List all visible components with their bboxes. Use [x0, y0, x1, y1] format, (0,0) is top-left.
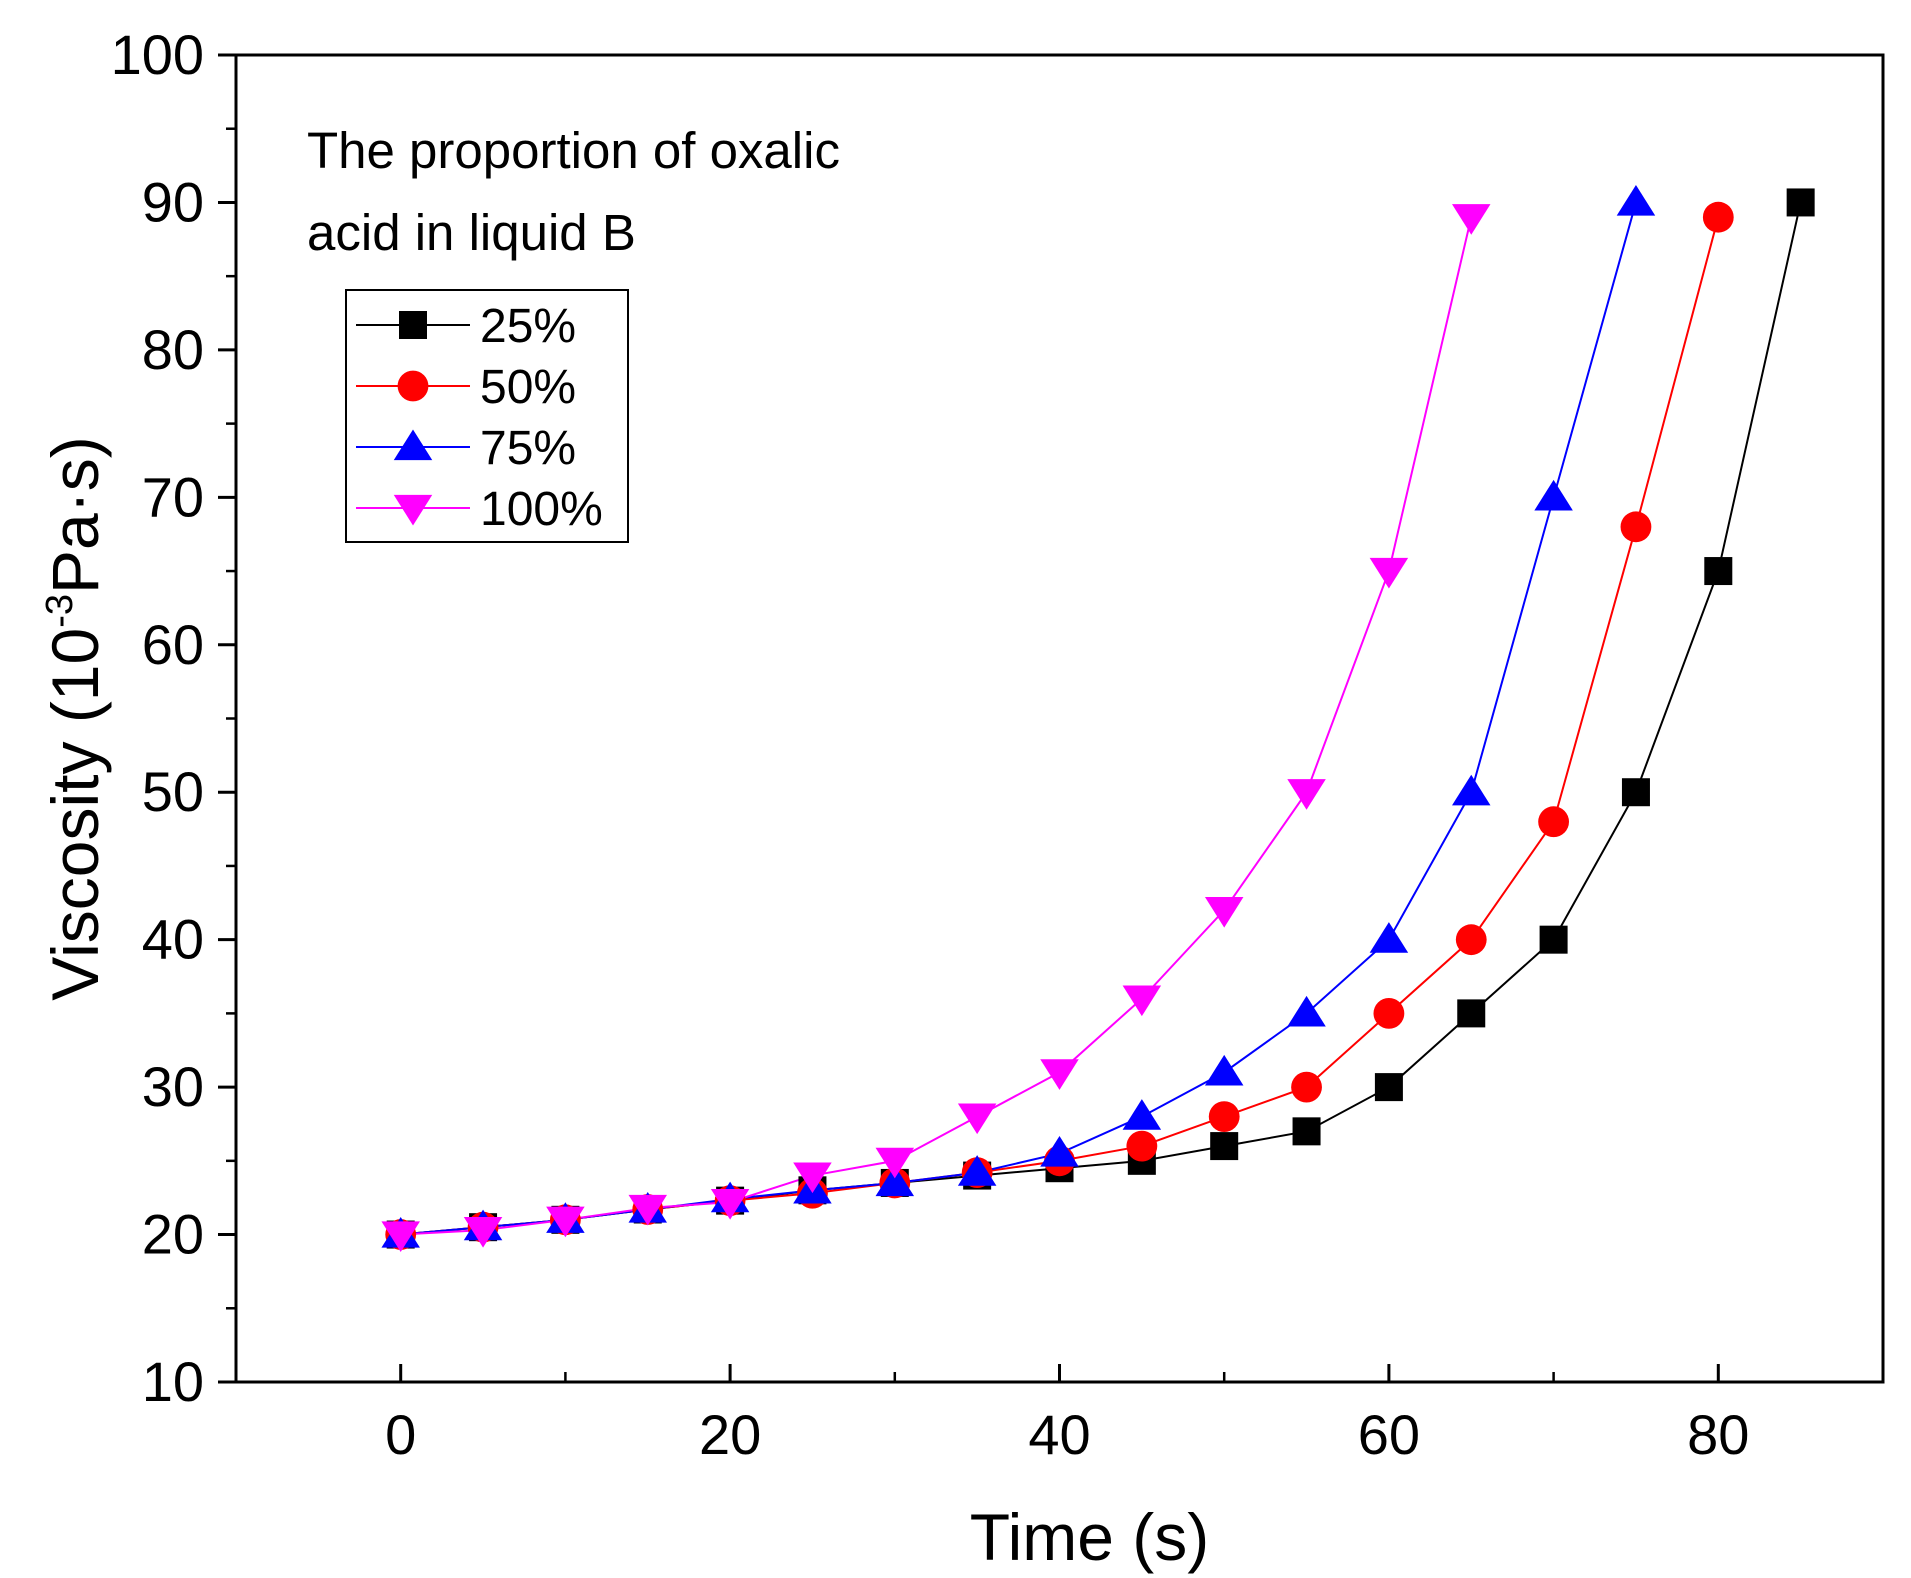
tick-labels: 0 20 40 60 80 10 20 30 40 50 60 70 80 90 100 [111, 23, 1750, 1466]
data-point [875, 1165, 915, 1197]
y-tick-label: 90 [142, 170, 204, 233]
data-point [1702, 201, 1734, 233]
x-tick-label: 60 [1358, 1403, 1420, 1466]
y-tick-label: 60 [142, 613, 204, 676]
data-point [1287, 995, 1326, 1027]
x-tick-label: 0 [385, 1403, 416, 1466]
data-point [1369, 557, 1409, 589]
legend-marker [393, 494, 433, 526]
data-point [957, 1103, 997, 1135]
data-point [1452, 204, 1491, 235]
data-point [1373, 997, 1405, 1029]
data-point [1204, 1054, 1244, 1086]
data-point [1291, 1071, 1322, 1103]
x-tick-label: 40 [1028, 1403, 1090, 1466]
data-point [793, 1162, 832, 1194]
data-point [381, 1221, 420, 1253]
data-point [1374, 1073, 1403, 1102]
data-point [1040, 1135, 1079, 1167]
data-point [1620, 511, 1652, 543]
data-point [628, 1194, 667, 1226]
data-point [1210, 1132, 1239, 1161]
legend-label: 75% [480, 422, 576, 475]
data-point [957, 1155, 997, 1186]
y-axis-title-tail: Pa·s) [38, 436, 112, 594]
data-point [463, 1217, 503, 1248]
data-point [546, 1206, 585, 1238]
data-point [1452, 774, 1491, 806]
x-tick-label: 80 [1687, 1403, 1749, 1466]
legend: 25% 50% 75% 100% [345, 289, 629, 543]
data-point [1040, 1059, 1079, 1090]
data-point [710, 1188, 750, 1220]
y-tick-label: 30 [142, 1055, 204, 1118]
data-point [1204, 897, 1244, 928]
data-point [1208, 1101, 1240, 1132]
data-point [1704, 557, 1733, 586]
data-point [1287, 779, 1326, 810]
y-tick-label: 50 [142, 760, 204, 823]
y-tick-label: 40 [142, 908, 204, 971]
data-point [1786, 188, 1815, 217]
series-layer [381, 184, 1815, 1253]
y-axis-title-main: Viscosity (10 [38, 628, 112, 1001]
data-point [1122, 1099, 1162, 1130]
y-tick-label: 100 [111, 23, 204, 86]
data-point [1539, 925, 1568, 954]
data-point [875, 1147, 915, 1179]
y-tick-label: 10 [142, 1350, 204, 1413]
data-point [1122, 985, 1162, 1017]
data-point [1292, 1117, 1321, 1146]
legend-label: 25% [480, 300, 576, 353]
annotation-line-2: acid in liquid B [307, 204, 636, 261]
y-tick-label: 20 [142, 1203, 204, 1266]
legend-marker [393, 429, 433, 461]
legend-box [345, 289, 629, 543]
y-tick-label: 80 [142, 318, 204, 381]
plot-frame [234, 53, 1885, 1384]
legend-label: 50% [480, 361, 576, 414]
data-point [1621, 778, 1650, 807]
data-point [1457, 999, 1486, 1028]
data-point [1538, 806, 1569, 838]
series-markers-100% [381, 204, 1491, 1253]
data-point [1126, 1130, 1158, 1162]
data-point [1534, 479, 1573, 511]
data-point [1369, 922, 1409, 953]
data-point [1616, 184, 1656, 216]
legend-label: 100% [480, 483, 603, 536]
y-tick-label: 70 [142, 465, 204, 528]
x-tick-label: 20 [699, 1403, 761, 1466]
legend-marker [397, 370, 429, 402]
legend-marker [399, 311, 427, 339]
x-axis-title: Time (s) [970, 1500, 1210, 1574]
data-point [1455, 924, 1487, 956]
annotation-line-1: The proportion of oxalic [307, 122, 840, 179]
tick-marks [218, 53, 1720, 1384]
y-axis-title: Viscosity (10-3Pa·s) [38, 436, 112, 1000]
y-axis-title-superscript: -3 [39, 594, 81, 628]
legend-annotation: The proportion of oxalic acid in liquid … [307, 122, 840, 261]
